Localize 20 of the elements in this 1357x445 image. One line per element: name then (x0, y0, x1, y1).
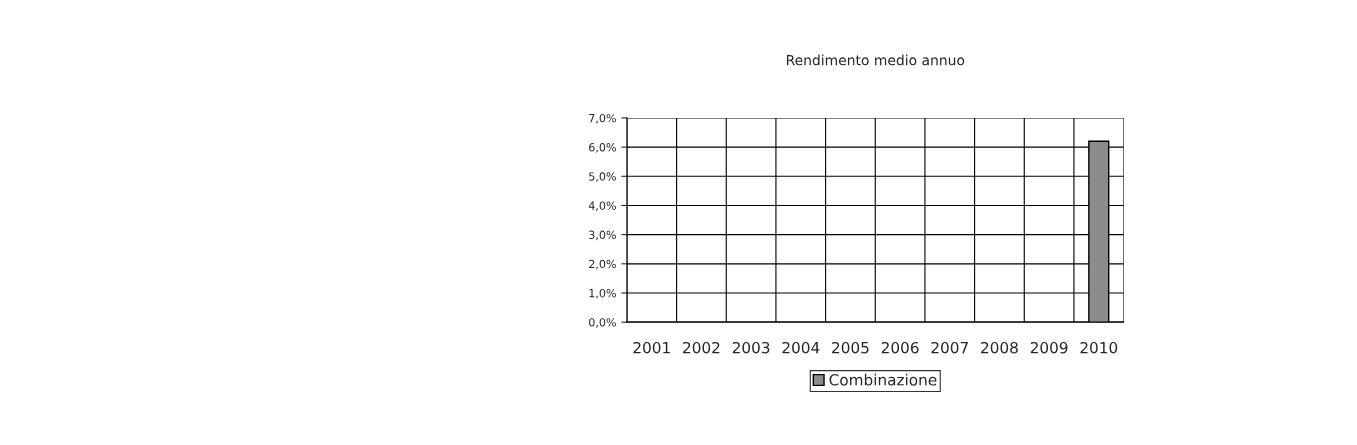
y-tick-label: 1,0% (589, 288, 616, 299)
y-tick-label: 3,0% (589, 230, 616, 241)
y-tick-label: 6,0% (589, 143, 616, 153)
x-tick-label: 2006 (881, 341, 919, 354)
y-tick-label: 5,0% (589, 172, 616, 182)
x-tick-label: 2004 (782, 341, 820, 354)
legend-label: Combinazione (829, 373, 937, 386)
x-tick-label: 2003 (732, 341, 770, 354)
x-tick-label: 2010 (1080, 341, 1118, 354)
y-tick-label: 0,0% (589, 318, 616, 328)
x-tick-label: 2001 (633, 341, 670, 354)
x-tick-label: 2007 (931, 341, 968, 354)
y-tick-label: 4,0% (588, 201, 616, 211)
chart-title: Rendimento medio annuo (786, 54, 965, 66)
x-tick-label: 2008 (981, 341, 1018, 354)
y-tick-label: 7,0% (589, 113, 616, 124)
y-tick-label: 2,0% (589, 259, 616, 270)
x-tick-label: 2005 (832, 341, 869, 354)
x-tick-label: 2002 (683, 341, 720, 354)
x-tick-label: 2009 (1030, 341, 1068, 354)
